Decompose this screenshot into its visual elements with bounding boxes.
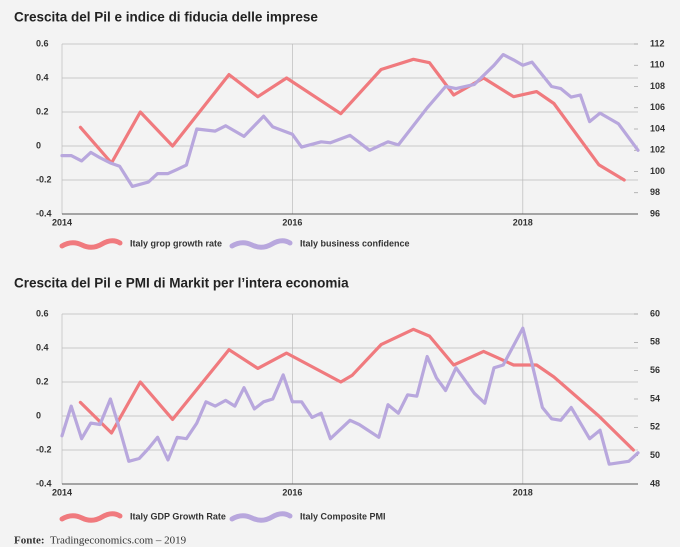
y2-tick-label: 106	[650, 102, 665, 112]
legend-label: Italy business confidence	[300, 238, 410, 248]
y2-tick-label: 98	[650, 187, 660, 197]
y-tick-label: 0.2	[36, 376, 49, 386]
y2-tick-label: 54	[650, 393, 660, 403]
x-tick-label: 2018	[513, 487, 533, 497]
legend-swatch	[229, 511, 293, 523]
y-tick-label: -0.2	[36, 174, 52, 184]
chart-title: Crescita del Pil e indice di fiducia del…	[14, 10, 318, 25]
y-tick-label: 0	[36, 410, 41, 420]
chart-title: Crescita del Pil e PMI di Markit per l’i…	[14, 276, 349, 291]
y2-tick-label: 96	[650, 208, 660, 218]
y-tick-label: 0.4	[36, 342, 49, 352]
y-tick-label: 0.6	[36, 38, 49, 48]
legend-swatch	[59, 511, 123, 523]
series-line	[60, 53, 640, 188]
y-tick-label: -0.4	[36, 208, 52, 218]
y2-tick-label: 102	[650, 145, 665, 155]
y-tick-label: 0.2	[36, 106, 49, 116]
y-tick-label: 0	[36, 140, 41, 150]
y-tick-label: 0.4	[36, 72, 49, 82]
series-line	[78, 327, 635, 452]
y2-tick-label: 100	[650, 166, 665, 176]
y2-tick-label: 56	[650, 365, 660, 375]
y2-tick-label: 52	[650, 422, 660, 432]
y-tick-label: 0.6	[36, 308, 49, 318]
legend-label: Italy grop growth rate	[130, 238, 222, 248]
series-line	[60, 326, 640, 466]
source-label: Fonte:	[14, 535, 45, 547]
series-line	[78, 57, 626, 182]
y2-tick-label: 112	[650, 38, 665, 48]
legend-label: Italy GDP Growth Rate	[130, 511, 226, 521]
x-tick-label: 2018	[513, 217, 533, 227]
legend-swatch	[229, 238, 293, 250]
y-tick-label: -0.2	[36, 444, 52, 454]
x-tick-label: 2016	[282, 217, 302, 227]
source: Tradingeconomics.com – 2019	[50, 535, 187, 547]
y2-tick-label: 48	[650, 478, 660, 488]
y2-tick-label: 50	[650, 450, 660, 460]
x-tick-label: 2014	[52, 217, 72, 227]
legend-label: Italy Composite PMI	[300, 511, 386, 521]
y2-tick-label: 60	[650, 308, 660, 318]
y2-tick-label: 104	[650, 123, 665, 133]
y-tick-label: -0.4	[36, 478, 52, 488]
x-tick-label: 2016	[282, 487, 302, 497]
y2-tick-label: 58	[650, 337, 660, 347]
y2-tick-label: 110	[650, 60, 665, 70]
legend-swatch	[59, 238, 123, 250]
y2-tick-label: 108	[650, 81, 665, 91]
x-tick-label: 2014	[52, 487, 72, 497]
